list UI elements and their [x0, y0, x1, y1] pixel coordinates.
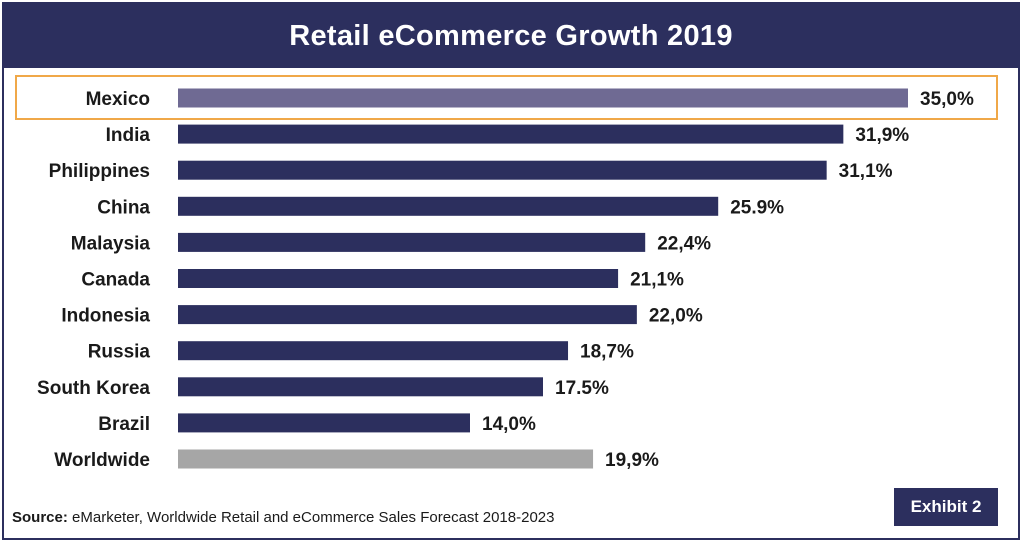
- category-label: Philippines: [49, 161, 150, 182]
- bar: [178, 341, 569, 361]
- value-label: 25.9%: [730, 197, 784, 218]
- value-label: 22,4%: [657, 233, 711, 254]
- bar: [178, 377, 543, 397]
- bar: [178, 413, 470, 433]
- category-label: Malaysia: [71, 233, 151, 254]
- source-text: eMarketer, Worldwide Retail and eCommerc…: [67, 509, 555, 526]
- chart-title: Retail eCommerce Growth 2019: [4, 4, 1018, 68]
- bar: [178, 196, 719, 216]
- category-label: Worldwide: [54, 450, 150, 471]
- bar: [178, 232, 646, 252]
- bar: [178, 449, 594, 469]
- highlight-box: [15, 75, 998, 120]
- category-label: China: [97, 197, 150, 218]
- category-label: Brazil: [98, 414, 150, 435]
- category-label: Canada: [81, 270, 150, 291]
- category-label: South Korea: [37, 378, 150, 399]
- value-label: 17.5%: [555, 378, 609, 399]
- bar: [178, 269, 619, 288]
- value-label: 22,0%: [649, 306, 703, 327]
- source-label: Source:: [12, 509, 68, 526]
- bar: [178, 124, 844, 144]
- bar: [178, 88, 908, 108]
- value-label: 21,1%: [630, 270, 684, 291]
- source-note: Source: eMarketer, Worldwide Retail and …: [12, 509, 554, 526]
- category-label: Russia: [88, 342, 151, 363]
- category-label: Mexico: [86, 89, 150, 110]
- category-label: India: [106, 125, 151, 146]
- exhibit-badge: Exhibit 2: [894, 488, 998, 526]
- value-label: 35,0%: [920, 89, 974, 110]
- bar: [178, 305, 637, 325]
- bar: [178, 160, 827, 180]
- category-label: Indonesia: [61, 306, 150, 327]
- value-label: 31,9%: [855, 125, 909, 146]
- value-label: 31,1%: [839, 161, 893, 182]
- value-label: 14,0%: [482, 414, 536, 435]
- value-label: 19,9%: [605, 450, 659, 471]
- value-label: 18,7%: [580, 342, 634, 363]
